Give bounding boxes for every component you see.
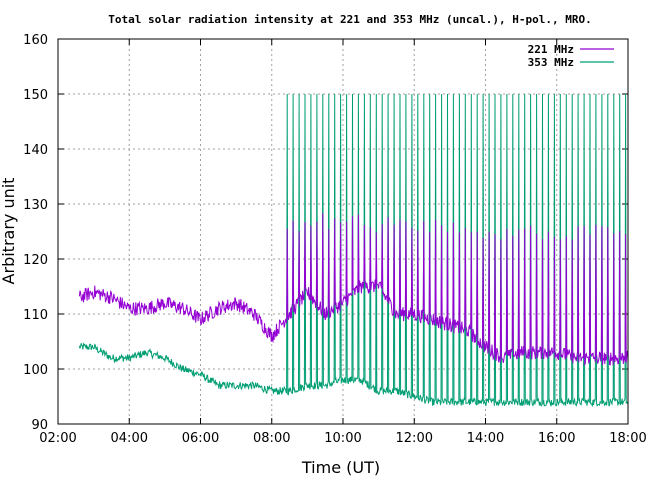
y-tick-label: 120 (23, 253, 48, 268)
x-tick-label: 02:00 (39, 431, 76, 446)
x-axis-ticks: 02:00 04:00 06:00 08:00 10:00 12:00 14:00 16:00… (39, 39, 647, 446)
series-line-353-mhz (78, 93, 629, 408)
x-tick-label: 06:00 (182, 431, 219, 446)
y-tick-label: 160 (23, 33, 48, 48)
x-tick-label: 16:00 (538, 431, 575, 446)
y-axis-label: Arbitrary unit (0, 178, 18, 285)
y-tick-label: 90 (31, 418, 48, 433)
legend-label: 221 MHz (528, 43, 574, 56)
x-tick-label: 14:00 (467, 431, 504, 446)
x-tick-label: 04:00 (111, 431, 148, 446)
x-tick-label: 10:00 (324, 431, 361, 446)
plot-frame (57, 38, 629, 425)
series (78, 93, 629, 408)
y-axis-ticks: 90 100 110 120 130 140 150 160 (23, 33, 628, 433)
legend-label: 353 MHz (528, 56, 574, 69)
x-axis-label: Time (UT) (301, 458, 380, 477)
y-tick-label: 100 (23, 363, 48, 378)
grid (58, 39, 628, 424)
y-tick-label: 140 (23, 143, 48, 158)
x-tick-label: 18:00 (609, 431, 646, 446)
y-tick-label: 130 (23, 198, 48, 213)
x-tick-label: 08:00 (253, 431, 290, 446)
y-tick-label: 110 (23, 308, 48, 323)
chart-title: Total solar radiation intensity at 221 a… (108, 13, 591, 26)
y-tick-label: 150 (23, 88, 48, 103)
x-tick-label: 12:00 (396, 431, 433, 446)
series-line-221-mhz (78, 213, 629, 367)
